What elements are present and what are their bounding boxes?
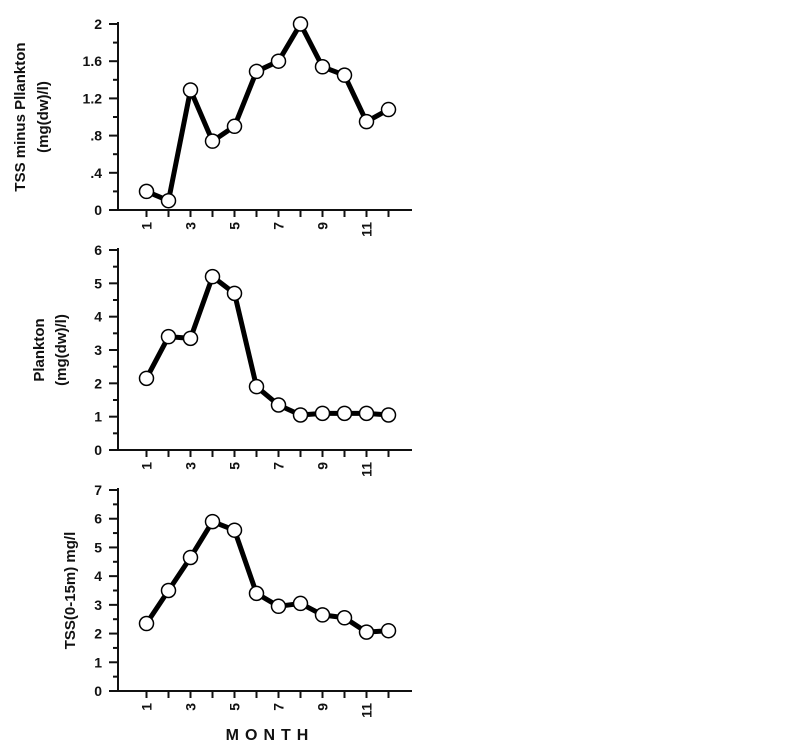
y-axis-label: (mg(dw)/l) [35, 81, 52, 153]
y-tick-label: 1.6 [83, 53, 103, 69]
y-axis-label: (mg(dw)/l) [53, 314, 70, 386]
data-point [138, 370, 155, 387]
y-tick-label: 1.2 [83, 90, 103, 106]
data-point [160, 582, 177, 599]
x-tick-label: 7 [271, 222, 287, 230]
x-tick-label: 1 [139, 703, 155, 711]
y-tick-label: .8 [90, 128, 102, 144]
y-tick-label: .4 [90, 165, 102, 181]
data-point [204, 268, 221, 285]
data-point [336, 405, 353, 422]
data-point [314, 59, 331, 75]
series-line [145, 21, 390, 204]
x-tick-label: 7 [271, 462, 287, 470]
data-point [292, 407, 309, 423]
data-point [182, 549, 199, 566]
data-point [160, 192, 177, 209]
data-point [138, 615, 155, 632]
data-point [226, 522, 243, 538]
data-point [248, 63, 265, 80]
data-point [314, 405, 331, 422]
x-tick-label: 9 [315, 462, 331, 470]
x-tick-label: 9 [315, 222, 331, 230]
data-point [182, 330, 199, 347]
y-axis-label: Plankton [31, 318, 48, 381]
y-tick-label: 2 [94, 375, 102, 391]
x-tick-label: 9 [315, 703, 331, 711]
y-tick-label: 6 [94, 511, 102, 527]
data-point [204, 133, 221, 149]
data-point [204, 513, 221, 530]
x-tick-label: 7 [271, 703, 287, 711]
x-tick-label: 1 [139, 222, 155, 230]
y-tick-label: 3 [94, 597, 102, 613]
x-tick-label: 5 [227, 703, 243, 711]
data-point [336, 610, 353, 626]
y-tick-label: 2 [94, 16, 102, 32]
data-point [314, 607, 331, 623]
x-tick-label: 5 [227, 222, 243, 230]
y-tick-label: 5 [94, 275, 102, 291]
data-point [358, 405, 375, 422]
data-point [380, 101, 397, 118]
data-point [380, 407, 397, 423]
data-point [248, 585, 265, 602]
data-point [336, 67, 353, 83]
data-point [226, 285, 243, 302]
x-tick-label: 1 [139, 462, 155, 470]
y-tick-label: 2 [94, 626, 102, 642]
y-tick-label: 7 [94, 482, 102, 498]
y-axis-label: TSS minus Pllankton [12, 42, 29, 191]
panel-plankton: 0 1 2 3 4 5 6 1 3 5 7 9 11 Plankton (mg(dw)/l) [31, 242, 412, 477]
data-point [358, 113, 375, 130]
data-point [226, 118, 243, 135]
x-tick-label: 5 [227, 462, 243, 470]
data-point [358, 624, 375, 640]
x-tick-label: 11 [359, 462, 375, 477]
x-tick-label: 11 [359, 222, 375, 237]
data-point [182, 82, 199, 98]
data-point [160, 328, 177, 345]
series-line [144, 274, 389, 418]
data-point [292, 16, 309, 32]
y-tick-label: 4 [94, 309, 102, 325]
data-point [270, 53, 287, 69]
y-axis-label: TSS(0-15m) mg/l [62, 532, 79, 650]
y-tick-label: 6 [94, 242, 102, 258]
data-point [270, 598, 287, 615]
x-axis-label: MONTH [226, 727, 315, 744]
y-tick-label: 0 [94, 202, 102, 218]
data-point [292, 595, 309, 612]
series-line [144, 519, 389, 635]
x-tick-label: 3 [183, 462, 199, 470]
x-tick-label: 11 [359, 703, 375, 718]
data-point [248, 378, 265, 395]
y-tick-label: 0 [94, 442, 102, 458]
data-point [138, 183, 155, 200]
y-tick-label: 0 [94, 683, 102, 699]
x-tick-label: 3 [183, 222, 199, 230]
y-tick-label: 5 [94, 539, 102, 555]
y-tick-label: 3 [94, 342, 102, 358]
data-point [270, 397, 287, 413]
y-tick-label: 1 [94, 409, 102, 425]
panel-tss-minus-plankton: 0 .4 .8 1.2 1.6 2 1 3 5 7 9 11 TSS minus Pllankton (m… [12, 16, 412, 237]
y-tick-label: 4 [94, 568, 102, 584]
y-tick-label: 1 [94, 654, 102, 670]
panel-tss-0-15m: 0 1 2 3 4 5 6 7 1 3 5 7 9 11 TSS(0-15m) mg/l [62, 482, 412, 718]
x-tick-label: 3 [183, 703, 199, 711]
data-point [380, 622, 397, 639]
